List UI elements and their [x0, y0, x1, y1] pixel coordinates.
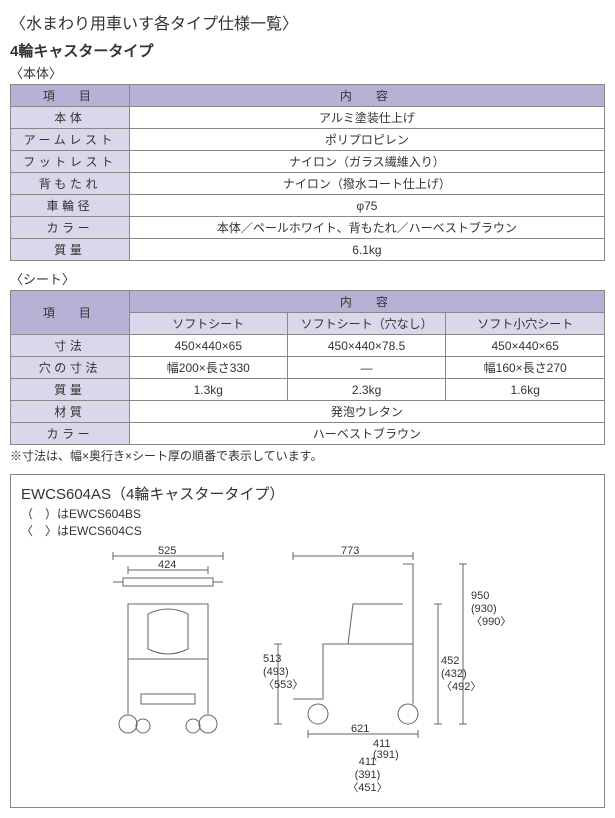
diagram-legend: （ ）はEWCS604BS 〈 〉はEWCS604CS — [21, 506, 594, 540]
svg-text:513: 513 — [263, 653, 281, 665]
table-subheader: ソフトシート — [129, 313, 287, 335]
svg-text:452: 452 — [441, 655, 459, 667]
page-title: 〈水まわり用車いす各タイプ仕様一覧〉 — [10, 10, 605, 34]
table-cell: 幅200×長さ330 — [129, 357, 287, 379]
svg-text:525: 525 — [158, 545, 176, 557]
table-cell: 幅160×長さ270 — [446, 357, 605, 379]
diagram-front-icon: 525 424 — [93, 544, 243, 744]
table-subheader: ソフトシート（穴なし） — [287, 313, 446, 335]
svg-text:621: 621 — [351, 723, 369, 735]
table-row-label: 質量 — [11, 379, 130, 401]
table-row-label: フットレスト — [11, 151, 130, 173]
table-cell: ナイロン（撥水コート仕上げ） — [129, 173, 604, 195]
table-row-label: 材質 — [11, 401, 130, 423]
type-title: 4輪キャスタータイプ — [10, 40, 605, 61]
t1-hdr-item: 項 目 — [11, 85, 130, 107]
diagram-title: EWCS604AS（4輪キャスタータイプ） — [21, 483, 594, 504]
dim-foot-h-2: 〈451〉 — [347, 782, 387, 794]
table-cell: ハーベストブラウン — [129, 423, 604, 445]
svg-text:(930): (930) — [471, 603, 497, 615]
svg-text:(432): (432) — [441, 668, 467, 680]
table-row-label: 背もたれ — [11, 173, 130, 195]
svg-text:(493): (493) — [263, 666, 289, 678]
table-row-label: カラー — [11, 217, 130, 239]
table-row-label: 質量 — [11, 239, 130, 261]
legend-cs: 〈 〉はEWCS604CS — [21, 523, 594, 540]
table-cell: 本体／ペールホワイト、背もたれ／ハーベストブラウン — [129, 217, 604, 239]
diagram-side-icon: 773 950 (930) 〈990〉 452 (432) 〈492〉 513 — [263, 544, 523, 764]
svg-text:〈553〉: 〈553〉 — [263, 678, 303, 691]
table-cell: 1.3kg — [129, 379, 287, 401]
subheading-seat: 〈シート〉 — [10, 269, 605, 288]
table-cell: アルミ塗装仕上げ — [129, 107, 604, 129]
dim-foot-h-0: 411 — [359, 756, 377, 768]
table-cell: φ75 — [129, 195, 604, 217]
table-cell: 450×440×65 — [129, 335, 287, 357]
svg-text:950: 950 — [471, 590, 489, 602]
dimension-note: ※寸法は、幅×奥行き×シート厚の順番で表示しています。 — [10, 447, 605, 464]
t2-hdr-content: 内 容 — [129, 291, 604, 313]
svg-text:〈990〉: 〈990〉 — [471, 615, 511, 628]
svg-text:424: 424 — [158, 559, 176, 571]
table-row-label: カラー — [11, 423, 130, 445]
spec-table-body: 項 目 内 容 本体アルミ塗装仕上げアームレストポリプロピレンフットレストナイロ… — [10, 84, 605, 261]
table-cell: 1.6kg — [446, 379, 605, 401]
legend-bs: （ ）はEWCS604BS — [21, 506, 594, 523]
table-cell: 2.3kg — [287, 379, 446, 401]
table-row-label: 穴の寸法 — [11, 357, 130, 379]
table-row-label: 寸法 — [11, 335, 130, 357]
svg-text:〈492〉: 〈492〉 — [441, 680, 481, 693]
table-cell: ナイロン（ガラス繊維入り） — [129, 151, 604, 173]
table-cell: 6.1kg — [129, 239, 604, 261]
subheading-body: 〈本体〉 — [10, 63, 605, 82]
spec-table-seat: 項 目 内 容 ソフトシートソフトシート（穴なし）ソフト小穴シート 寸法450×… — [10, 290, 605, 445]
table-cell: 発泡ウレタン — [129, 401, 604, 423]
table-cell: ポリプロピレン — [129, 129, 604, 151]
t1-hdr-content: 内 容 — [129, 85, 604, 107]
diagram-box: EWCS604AS（4輪キャスタータイプ） （ ）はEWCS604BS 〈 〉は… — [10, 474, 605, 808]
table-row-label: 車輪径 — [11, 195, 130, 217]
table-cell: 450×440×65 — [446, 335, 605, 357]
table-subheader: ソフト小穴シート — [446, 313, 605, 335]
table-cell: — — [287, 357, 446, 379]
table-row-label: アームレスト — [11, 129, 130, 151]
dim-foot-h-1: (391) — [355, 769, 381, 781]
table-row-label: 本体 — [11, 107, 130, 129]
table-cell: 450×440×78.5 — [287, 335, 446, 357]
svg-text:773: 773 — [341, 545, 359, 557]
t2-hdr-item: 項 目 — [11, 291, 130, 335]
